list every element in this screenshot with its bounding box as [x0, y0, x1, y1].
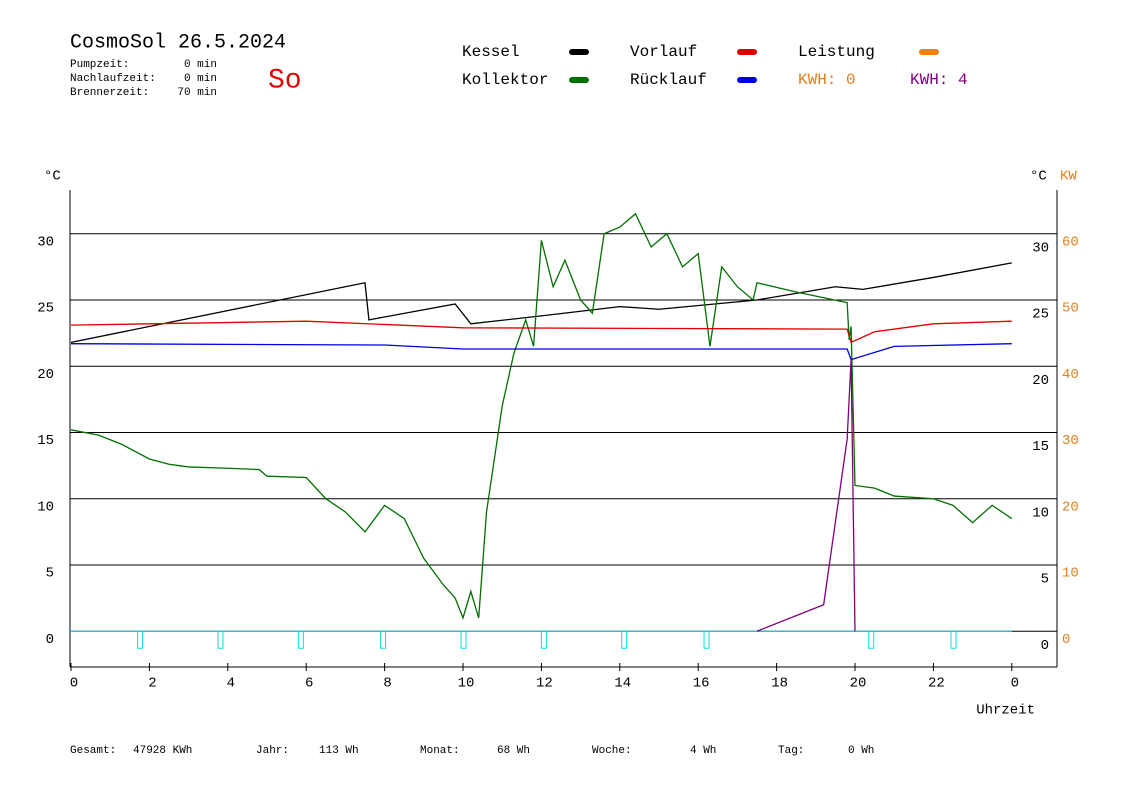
stat-label: Nachlaufzeit:	[70, 73, 156, 85]
x-tick-label: 18	[771, 676, 788, 692]
x-tick-label: 6	[305, 676, 313, 692]
pump-pulse	[703, 630, 710, 649]
y-tick-label: 5	[46, 566, 54, 582]
day-label: So	[268, 65, 302, 96]
footer-label: Jahr:	[256, 745, 289, 757]
y2-tick-label: 15	[1032, 439, 1049, 455]
y-tick-label: 20	[37, 367, 54, 383]
stat-value: 0 min	[184, 73, 217, 85]
y-tick-label: 10	[37, 499, 54, 515]
pump-pulse	[137, 630, 144, 649]
y2-kw-tick-label: 30	[1062, 433, 1079, 449]
pump-pulse	[950, 630, 957, 649]
footer-value: 0 Wh	[848, 745, 874, 757]
y2-tick-label: 0	[1041, 638, 1049, 654]
y2-tick-label: 5	[1041, 572, 1049, 588]
legend-label: Rücklauf	[630, 71, 707, 89]
x-tick-label: 22	[928, 676, 945, 692]
y2-kw-tick-label: 60	[1062, 234, 1079, 250]
footer-value: 47928 KWh	[133, 745, 192, 757]
legend-label: Vorlauf	[630, 43, 697, 61]
y2-kw-tick-label: 40	[1062, 367, 1079, 383]
series-line	[70, 343, 1012, 361]
y2-unit: °C	[1030, 169, 1047, 185]
footer-label: Gesamt:	[70, 745, 116, 757]
x-tick-label: 2	[148, 676, 156, 692]
y2-unit-kw: KW	[1060, 169, 1077, 185]
y-tick-label: 25	[37, 301, 54, 317]
y-tick-label: 15	[37, 433, 54, 449]
y-unit: °C	[44, 169, 61, 185]
pump-pulse	[868, 630, 875, 649]
x-tick-label: 0	[1011, 676, 1019, 692]
x-tick-label: 0	[70, 676, 78, 692]
pump-pulse	[540, 630, 547, 649]
pump-pulse	[621, 630, 628, 649]
legend-label: Leistung	[798, 43, 875, 61]
y2-kw-tick-label: 50	[1062, 301, 1079, 317]
y2-kw-tick-label: 10	[1062, 566, 1079, 582]
x-tick-label: 10	[458, 676, 475, 692]
y2-kw-tick-label: 0	[1062, 632, 1070, 648]
x-tick-label: 16	[693, 676, 710, 692]
series-line	[70, 212, 1013, 620]
footer-label: Tag:	[778, 745, 804, 757]
x-tick-label: 20	[850, 676, 867, 692]
y2-kw-tick-label: 20	[1062, 499, 1079, 515]
y2-tick-label: 25	[1032, 307, 1049, 323]
footer-value: 4 Wh	[690, 745, 716, 757]
x-tick-label: 8	[383, 676, 391, 692]
legend-label: Kollektor	[462, 71, 548, 89]
series-line	[70, 262, 1012, 344]
pump-pulse	[217, 630, 224, 649]
footer-value: 68 Wh	[497, 745, 530, 757]
y-tick-label: 30	[37, 234, 54, 250]
stat-label: Pumpzeit:	[70, 59, 129, 71]
footer-label: Monat:	[420, 745, 460, 757]
y-tick-label: 0	[46, 632, 54, 648]
x-tick-label: 14	[614, 676, 631, 692]
x-axis-label: Uhrzeit	[976, 703, 1035, 719]
stat-label: Brennerzeit:	[70, 87, 149, 99]
pump-pulse	[297, 630, 304, 649]
footer-value: 113 Wh	[319, 745, 359, 757]
y2-tick-label: 20	[1032, 373, 1049, 389]
stat-value: 0 min	[184, 59, 217, 71]
y2-tick-label: 10	[1032, 505, 1049, 521]
stat-value: 70 min	[177, 87, 217, 99]
annotation: KWH: 4	[910, 71, 968, 89]
chart-title: CosmoSol 26.5.2024	[70, 31, 286, 54]
footer-label: Woche:	[592, 745, 632, 757]
series-line	[756, 359, 856, 632]
series-line	[70, 320, 1012, 344]
y2-tick-label: 30	[1032, 240, 1049, 256]
x-tick-label: 12	[536, 676, 553, 692]
legend-label: Kessel	[462, 43, 520, 61]
pump-pulse	[380, 630, 387, 649]
x-tick-label: 4	[227, 676, 235, 692]
annotation: KWH: 0	[798, 71, 856, 89]
pump-pulse	[460, 630, 467, 649]
